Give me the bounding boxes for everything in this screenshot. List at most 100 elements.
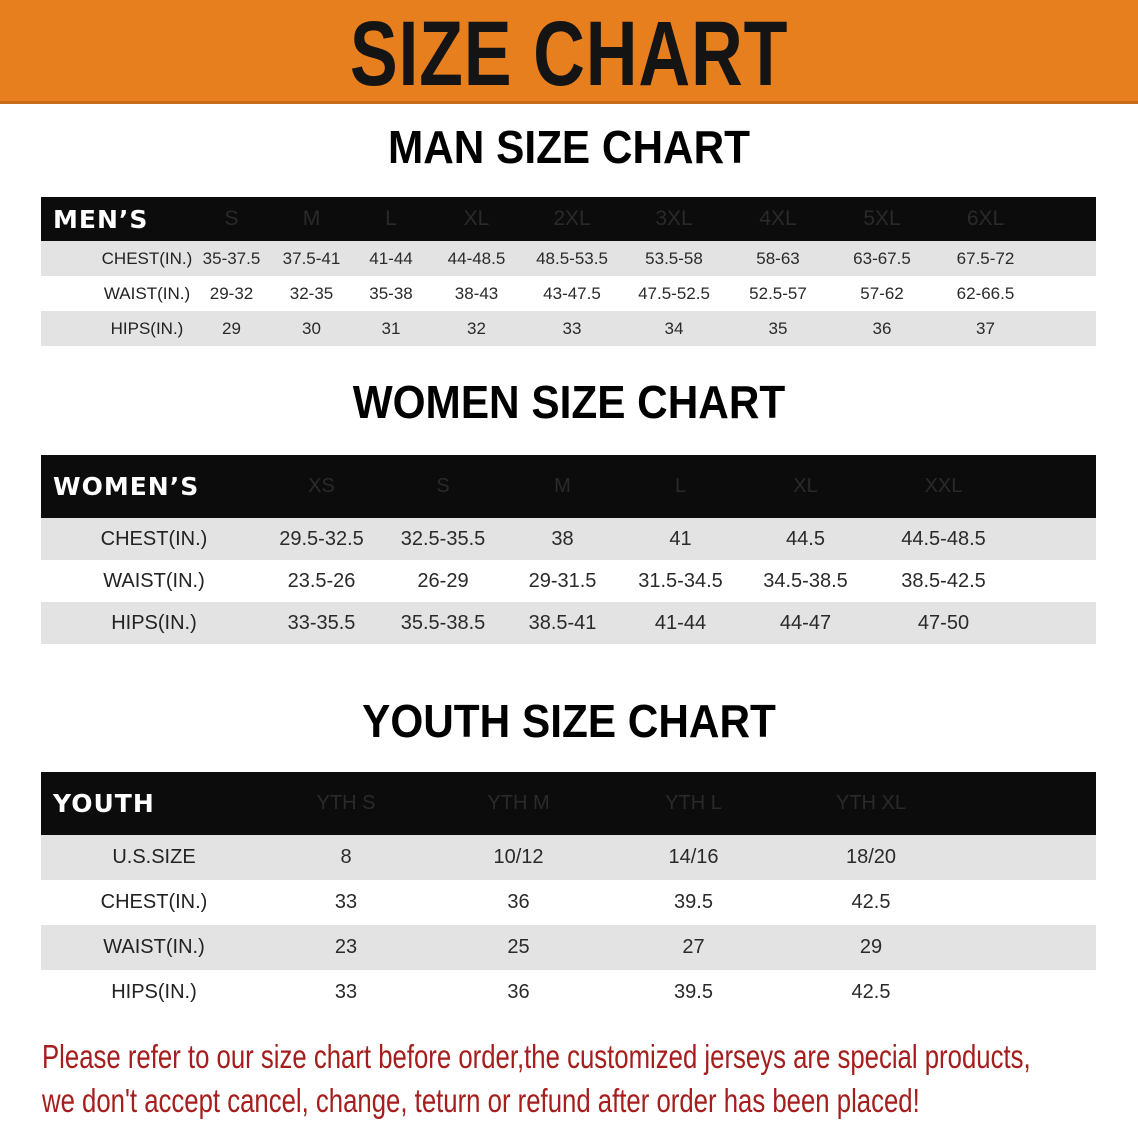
table-cell: 36 <box>872 318 892 338</box>
table-cell: 44.5 <box>786 527 825 550</box>
table-cell: 18/20 <box>845 846 897 868</box>
size-header: XS <box>308 475 335 497</box>
table-cell: 44-48.5 <box>447 248 506 268</box>
table-cell: 41-44 <box>369 248 413 268</box>
table-cell: 63-67.5 <box>853 248 911 268</box>
table-row: HIPS(IN.) 33 36 39.5 42.5 <box>41 970 1096 1015</box>
table-cell: 25 <box>507 936 530 958</box>
notice-line-1: Please refer to our size chart before or… <box>42 1038 1031 1075</box>
row-label: U.S.SIZE <box>112 846 196 868</box>
table-row: CHEST(IN.) 33 36 39.5 42.5 <box>41 880 1096 925</box>
header-label: WOMEN’S <box>53 472 200 501</box>
table-cell: 14/16 <box>668 846 719 868</box>
table-cell: 30 <box>302 318 321 338</box>
row-label-cell: WAIST(IN.) <box>41 570 261 593</box>
table-cell: 47-50 <box>917 611 970 634</box>
size-header: M <box>302 207 321 230</box>
table-cell: 36 <box>507 981 530 1003</box>
table-cell: 29-32 <box>209 283 254 303</box>
size-header: XL <box>463 207 490 230</box>
size-header: YTH XL <box>835 792 907 814</box>
table-cell: 41-44 <box>654 611 707 634</box>
table-cell: 39.5 <box>674 891 713 913</box>
table-cell: 34 <box>664 318 684 338</box>
table-cell: 29 <box>222 318 241 338</box>
size-header: 4XL <box>759 207 797 230</box>
table-cell: 44-47 <box>779 611 832 634</box>
table-cell: 42.5 <box>851 981 891 1003</box>
size-header: 6XL <box>966 207 1005 230</box>
table-cell: 23.5-26 <box>287 569 356 592</box>
table-cell: 47.5-52.5 <box>638 283 710 303</box>
table-cell: 38.5-42.5 <box>901 569 986 592</box>
table-cell: 57-62 <box>860 283 904 303</box>
row-label: HIPS(IN.) <box>110 318 184 338</box>
table-row: U.S.SIZE 8 10/12 14/16 18/20 <box>41 835 1096 880</box>
table-cell: 48.5-53.5 <box>536 248 608 268</box>
table-cell: 31 <box>381 318 401 338</box>
table-cell: 23 <box>334 936 358 958</box>
row-label: WAIST(IN.) <box>103 283 191 303</box>
table-row: WAIST(IN.) 23 25 27 29 <box>41 925 1096 970</box>
row-label: WAIST(IN.) <box>103 569 205 592</box>
page-title: SIZE CHART <box>349 3 789 105</box>
table-cell: 33 <box>334 981 358 1003</box>
table-cell: 58-63 <box>756 248 800 268</box>
men-size-table: MEN’S S M L XL 2XL 3XL 4XL 5XL 6XL CHEST(IN.) 35-37… <box>41 197 1096 346</box>
row-label: CHEST(IN.) <box>100 527 208 550</box>
table-cell: 38-43 <box>454 283 499 303</box>
size-header: YTH S <box>316 792 376 814</box>
size-header: 3XL <box>655 207 693 230</box>
size-header: M <box>554 475 571 497</box>
row-label-cell: U.S.SIZE <box>41 846 261 869</box>
table-cell: 43-47.5 <box>543 283 601 303</box>
row-label-cell: HIPS(IN.) <box>41 319 191 339</box>
size-header: XXL <box>924 475 963 497</box>
table-header-row: MEN’S S M L XL 2XL 3XL 4XL 5XL 6XL <box>41 197 1096 241</box>
table-cell: 27 <box>682 936 705 958</box>
table-header-row: YOUTH YTH S YTH M YTH L YTH XL <box>41 772 1096 835</box>
men-section-title: MAN SIZE CHART <box>387 121 751 173</box>
row-label: HIPS(IN.) <box>111 981 197 1003</box>
row-label: HIPS(IN.) <box>111 611 197 634</box>
row-label-cell: CHEST(IN.) <box>41 528 261 551</box>
youth-section-title: YOUTH SIZE CHART <box>362 695 776 747</box>
row-label-cell: CHEST(IN.) <box>41 249 193 269</box>
table-header-row: WOMEN’S XS S M L XL XXL <box>41 455 1096 518</box>
row-label-cell: CHEST(IN.) <box>41 891 261 914</box>
table-cell: 31.5-34.5 <box>638 569 723 592</box>
table-cell: 67.5-72 <box>956 248 1015 268</box>
table-cell: 33 <box>562 318 582 338</box>
table-cell: 35-38 <box>369 283 413 303</box>
table-row: HIPS(IN.) 33-35.5 35.5-38.5 38.5-41 41-44 44-… <box>41 602 1096 644</box>
table-row: HIPS(IN.) 29 30 31 32 33 34 35 36 37 <box>41 311 1096 346</box>
table-cell: 35 <box>768 318 788 338</box>
table-row: CHEST(IN.) 29.5-32.5 32.5-35.5 38 41 44.5 44.5… <box>41 518 1096 560</box>
youth-size-table: YOUTH YTH S YTH M YTH L YTH XL U.S.SIZE 8 10/12… <box>41 772 1096 1015</box>
table-cell: 36 <box>507 891 530 913</box>
size-header: S <box>224 207 239 230</box>
header-label: MEN’S <box>53 204 149 234</box>
table-cell: 29 <box>859 936 883 958</box>
table-cell: 38.5-41 <box>528 611 597 634</box>
table-cell: 32.5-35.5 <box>400 527 486 550</box>
table-cell: 39.5 <box>674 981 713 1003</box>
size-header: YTH M <box>487 792 550 814</box>
row-label-cell: WAIST(IN.) <box>41 936 261 959</box>
row-label-cell: HIPS(IN.) <box>41 612 261 635</box>
table-row: WAIST(IN.) 29-32 32-35 35-38 38-43 43-47.5 47.… <box>41 276 1096 311</box>
table-cell: 41 <box>669 527 692 550</box>
table-cell: 33 <box>334 891 358 913</box>
table-cell: 10/12 <box>493 846 544 868</box>
title-banner: SIZE CHART <box>0 0 1138 104</box>
table-cell: 26-29 <box>417 569 469 592</box>
table-cell: 29.5-32.5 <box>279 527 364 550</box>
table-row: CHEST(IN.) 35-37.5 37.5-41 41-44 44-48.5 48.5… <box>41 241 1096 276</box>
table-cell: 32 <box>467 318 486 338</box>
size-header: 5XL <box>863 207 901 230</box>
table-cell: 37 <box>976 318 995 338</box>
size-header: S <box>436 475 450 497</box>
table-row: WAIST(IN.) 23.5-26 26-29 29-31.5 31.5-34.5 34… <box>41 560 1096 602</box>
header-label: YOUTH <box>53 789 155 818</box>
table-cell: 52.5-57 <box>749 283 807 303</box>
